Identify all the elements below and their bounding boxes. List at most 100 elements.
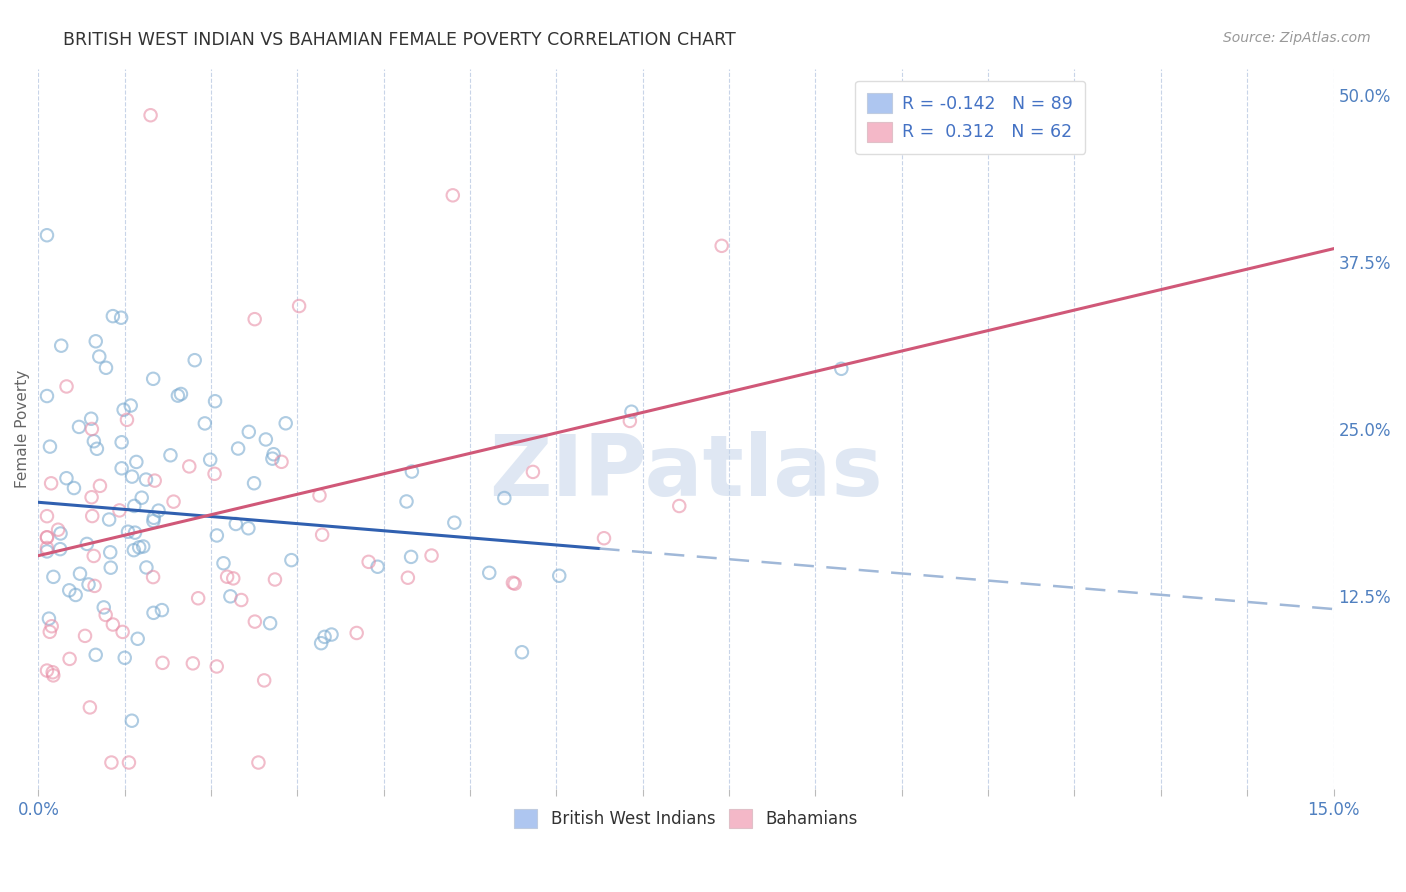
Point [142, 570, 165, 584]
Point [222, 571, 245, 585]
Text: BRITISH WEST INDIAN VS BAHAMIAN FEMALE POVERTY CORRELATION CHART: BRITISH WEST INDIAN VS BAHAMIAN FEMALE P… [63, 31, 735, 49]
Point [122, 543, 145, 558]
Y-axis label: Female Poverty: Female Poverty [15, 370, 30, 488]
Point [309, 636, 332, 650]
Point [274, 417, 297, 431]
Point [226, 442, 249, 456]
Point [443, 516, 465, 530]
Point [399, 549, 422, 564]
Point [84, 648, 107, 662]
Point [238, 425, 260, 439]
Point [35, 389, 58, 403]
Point [205, 528, 228, 542]
Point [35, 530, 58, 544]
Point [830, 361, 852, 376]
Point [204, 467, 226, 481]
Point [321, 627, 343, 641]
Point [253, 673, 276, 688]
Point [80, 411, 103, 425]
Point [510, 645, 533, 659]
Point [187, 591, 209, 606]
Point [170, 387, 193, 401]
Point [35, 509, 58, 524]
Point [217, 570, 239, 584]
Point [121, 714, 143, 728]
Point [101, 617, 124, 632]
Point [167, 389, 190, 403]
Point [73, 629, 96, 643]
Point [181, 657, 204, 671]
Point [308, 488, 330, 502]
Point [120, 399, 142, 413]
Point [51, 339, 73, 353]
Legend: British West Indians, Bahamians: British West Indians, Bahamians [508, 803, 865, 835]
Point [63, 481, 86, 495]
Point [238, 521, 260, 535]
Point [264, 573, 287, 587]
Point [93, 600, 115, 615]
Point [76, 537, 98, 551]
Point [346, 626, 368, 640]
Point [212, 556, 235, 570]
Point [79, 700, 101, 714]
Point [162, 494, 184, 508]
Point [35, 228, 58, 243]
Point [42, 570, 65, 584]
Point [124, 525, 146, 540]
Point [98, 545, 121, 559]
Point [205, 659, 228, 673]
Point [142, 606, 165, 620]
Point [114, 650, 136, 665]
Point [58, 583, 80, 598]
Point [110, 310, 132, 325]
Point [395, 494, 418, 508]
Point [94, 607, 117, 622]
Point [39, 476, 62, 491]
Point [150, 603, 173, 617]
Point [80, 490, 103, 504]
Point [548, 568, 571, 582]
Point [132, 540, 155, 554]
Point [262, 451, 284, 466]
Point [401, 465, 423, 479]
Point [280, 553, 302, 567]
Point [494, 491, 516, 505]
Point [204, 394, 226, 409]
Point [311, 527, 333, 541]
Point [83, 549, 105, 563]
Point [125, 455, 148, 469]
Point [112, 402, 135, 417]
Point [142, 510, 165, 524]
Point [41, 619, 63, 633]
Point [219, 590, 242, 604]
Point [117, 524, 139, 539]
Point [42, 668, 65, 682]
Point [179, 459, 201, 474]
Point [121, 469, 143, 483]
Point [243, 476, 266, 491]
Point [111, 461, 134, 475]
Point [194, 417, 217, 431]
Point [522, 465, 544, 479]
Point [357, 555, 380, 569]
Point [111, 435, 134, 450]
Point [259, 616, 281, 631]
Point [89, 350, 111, 364]
Point [39, 440, 62, 454]
Point [243, 615, 266, 629]
Point [143, 474, 166, 488]
Point [55, 379, 77, 393]
Point [503, 576, 526, 591]
Point [668, 499, 690, 513]
Point [131, 491, 153, 505]
Point [263, 447, 285, 461]
Text: ZIPatlas: ZIPatlas [489, 431, 883, 514]
Point [288, 299, 311, 313]
Point [396, 571, 419, 585]
Point [100, 560, 122, 574]
Point [254, 433, 277, 447]
Point [593, 531, 616, 545]
Point [159, 448, 181, 462]
Point [80, 422, 103, 436]
Point [41, 665, 63, 680]
